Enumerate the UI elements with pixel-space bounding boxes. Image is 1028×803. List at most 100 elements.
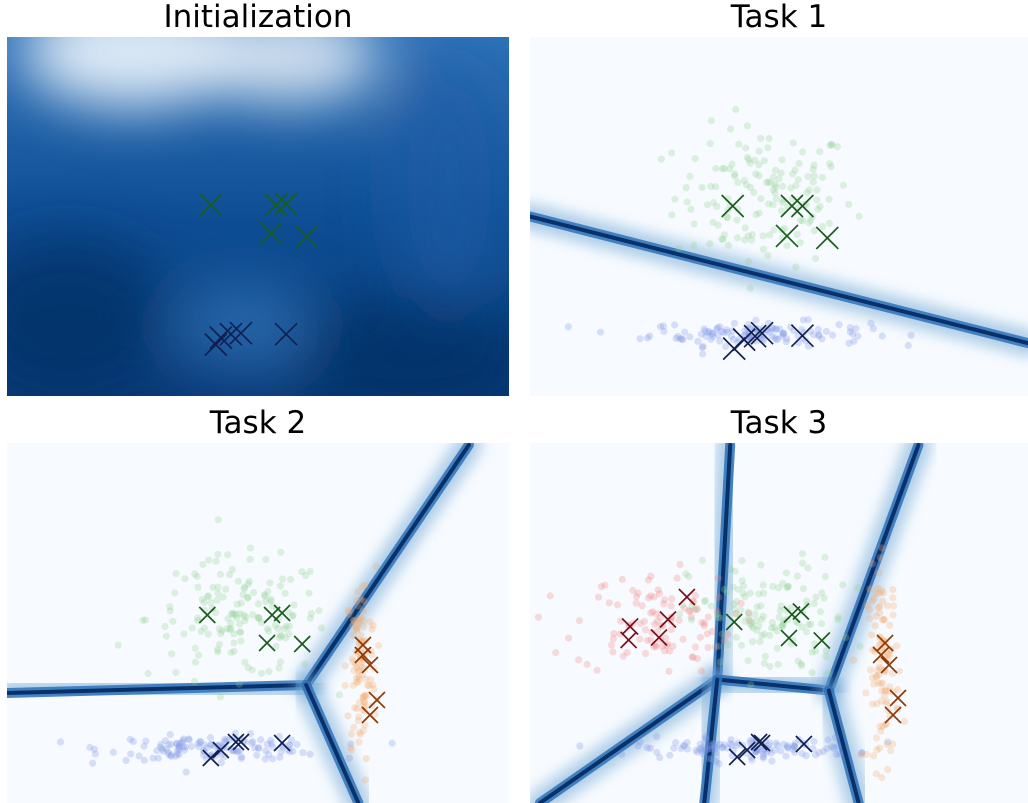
blue-point bbox=[142, 737, 150, 745]
red-point bbox=[689, 653, 697, 661]
blue-point bbox=[835, 321, 843, 329]
red-point bbox=[675, 616, 683, 624]
green-point bbox=[759, 245, 768, 253]
blue-point bbox=[299, 749, 307, 757]
blue-prototype-marker bbox=[229, 321, 253, 345]
green-point bbox=[181, 575, 189, 583]
red-point bbox=[704, 643, 712, 652]
green-point bbox=[306, 614, 314, 622]
green-point bbox=[707, 182, 715, 190]
orange-prototype-marker bbox=[368, 691, 386, 709]
red-prototype-marker bbox=[620, 631, 638, 649]
green-point bbox=[822, 653, 830, 661]
green-point bbox=[732, 609, 740, 618]
green-point bbox=[799, 559, 807, 567]
blue-point bbox=[697, 330, 706, 338]
red-point bbox=[687, 613, 695, 621]
green-point bbox=[719, 235, 727, 243]
green-point bbox=[306, 567, 314, 575]
decision-boundary bbox=[715, 443, 733, 682]
green-point bbox=[276, 631, 285, 639]
green-point bbox=[716, 658, 725, 666]
blue-point bbox=[677, 744, 685, 753]
orange-point bbox=[361, 691, 369, 700]
panel-task-3: Task 3 bbox=[530, 405, 1028, 803]
green-point bbox=[757, 134, 765, 142]
blue-point bbox=[185, 735, 193, 743]
green-point bbox=[808, 648, 816, 656]
blue-point bbox=[214, 742, 222, 750]
orange-point bbox=[368, 625, 376, 633]
orange-point bbox=[879, 722, 887, 730]
green-point bbox=[280, 624, 288, 633]
green-point bbox=[230, 647, 238, 655]
red-point bbox=[704, 613, 712, 621]
orange-point bbox=[360, 597, 368, 605]
blue-point bbox=[798, 749, 806, 758]
blue-point bbox=[194, 739, 202, 748]
blue-point bbox=[683, 745, 692, 753]
orange-prototypes bbox=[872, 634, 907, 724]
green-point bbox=[793, 572, 802, 580]
green-point bbox=[771, 180, 779, 188]
green-point bbox=[191, 644, 199, 652]
green-point bbox=[765, 200, 773, 208]
red-point bbox=[667, 614, 675, 622]
blue-point bbox=[714, 331, 722, 339]
green-point bbox=[741, 617, 749, 625]
green-prototype-marker bbox=[259, 221, 283, 246]
decision-boundary bbox=[826, 688, 861, 803]
green-point bbox=[750, 188, 758, 197]
panel-title: Task 2 bbox=[209, 405, 307, 441]
green-point bbox=[244, 593, 252, 601]
orange-point bbox=[341, 682, 349, 690]
green-point bbox=[214, 583, 222, 591]
panel-task-2: Task 2 bbox=[7, 405, 509, 803]
blue-point bbox=[175, 750, 183, 759]
red-point bbox=[623, 648, 631, 657]
orange-point bbox=[886, 651, 894, 659]
green-point bbox=[796, 216, 805, 224]
red-point bbox=[546, 592, 554, 600]
blue-point bbox=[173, 739, 181, 747]
orange-point bbox=[883, 697, 891, 705]
orange-point bbox=[874, 679, 882, 687]
green-point bbox=[799, 585, 807, 593]
blue-point bbox=[89, 759, 97, 767]
blue-point bbox=[745, 333, 753, 341]
red-point bbox=[689, 597, 697, 605]
blue-point bbox=[764, 326, 772, 334]
red-point bbox=[652, 610, 661, 618]
blue-point bbox=[253, 751, 261, 759]
blue-point bbox=[696, 740, 704, 748]
green-point bbox=[741, 593, 749, 601]
green-point bbox=[818, 620, 826, 628]
blue-point bbox=[187, 742, 196, 751]
green-point bbox=[246, 555, 254, 563]
green-point bbox=[235, 680, 243, 688]
green-point bbox=[171, 589, 179, 597]
green-point bbox=[255, 614, 263, 622]
green-point bbox=[821, 572, 829, 581]
green-point bbox=[752, 170, 760, 178]
green-point bbox=[782, 569, 790, 577]
green-point bbox=[748, 231, 756, 239]
chart-task-3 bbox=[530, 443, 1028, 803]
orange-point bbox=[356, 661, 364, 669]
green-point bbox=[222, 585, 230, 593]
orange-point bbox=[346, 744, 354, 752]
red-point bbox=[668, 595, 676, 603]
green-point bbox=[758, 632, 766, 640]
blue-point bbox=[179, 743, 187, 751]
green-point bbox=[161, 622, 169, 631]
blue-point bbox=[799, 316, 807, 324]
green-point bbox=[764, 178, 772, 186]
green-point bbox=[287, 575, 295, 584]
orange-point bbox=[885, 687, 893, 695]
green-point bbox=[166, 607, 174, 615]
blue-point bbox=[698, 744, 706, 752]
green-point bbox=[746, 183, 755, 191]
green-point bbox=[229, 609, 238, 617]
green-point bbox=[223, 625, 231, 633]
blue-prototype-marker bbox=[202, 749, 220, 767]
